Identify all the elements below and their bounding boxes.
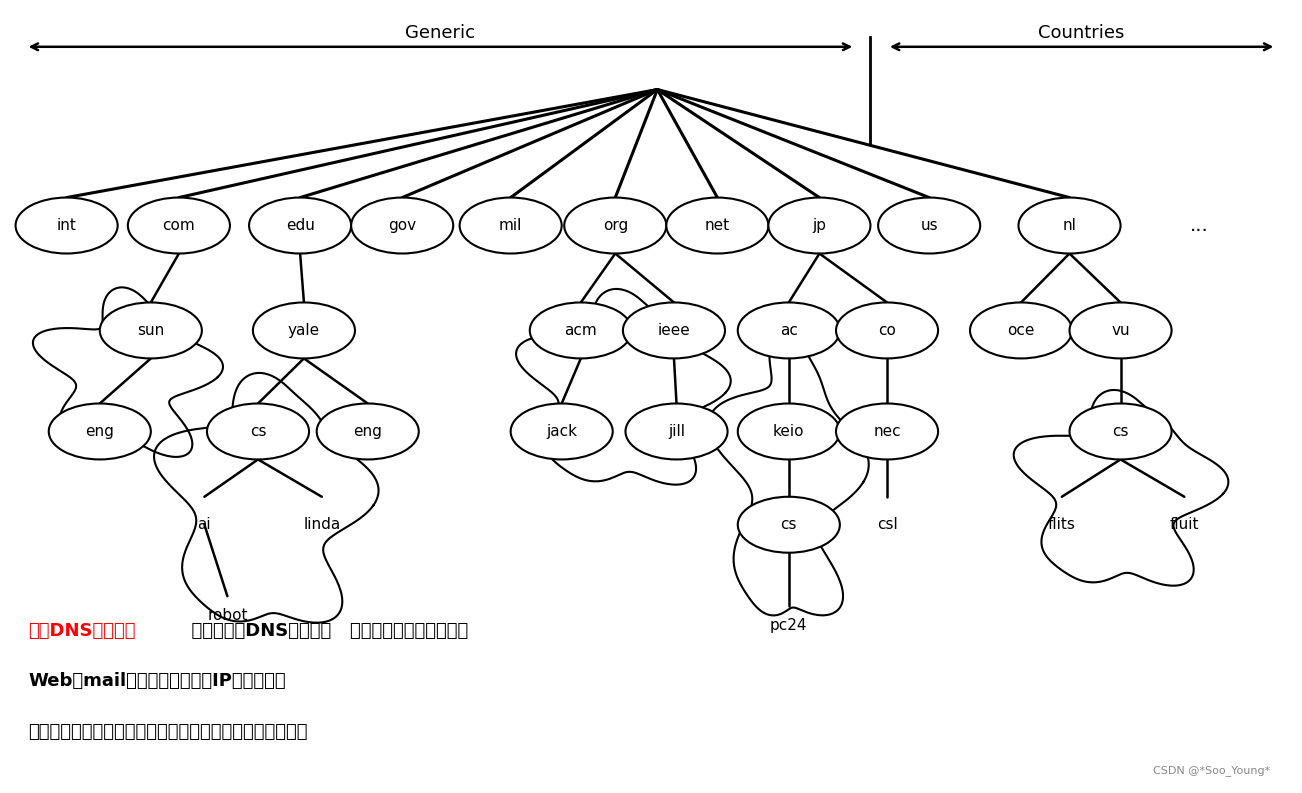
Text: 权威DNS服务器：: 权威DNS服务器：: [29, 622, 135, 640]
Text: us: us: [921, 218, 937, 233]
Ellipse shape: [48, 404, 151, 459]
Ellipse shape: [530, 302, 631, 358]
Ellipse shape: [970, 302, 1072, 358]
Ellipse shape: [878, 197, 980, 254]
Text: gov: gov: [388, 218, 417, 233]
Text: int: int: [57, 218, 77, 233]
Ellipse shape: [1069, 302, 1172, 358]
Text: robot: robot: [207, 608, 247, 623]
Text: CSDN @*Soo_Young*: CSDN @*Soo_Young*: [1152, 764, 1269, 776]
Text: eng: eng: [86, 424, 115, 439]
Ellipse shape: [352, 197, 453, 254]
Text: co: co: [878, 323, 896, 338]
Ellipse shape: [460, 197, 561, 254]
Text: edu: edu: [285, 218, 315, 233]
Text: sun: sun: [137, 323, 164, 338]
Text: ...: ...: [1190, 216, 1210, 235]
Text: vu: vu: [1111, 323, 1130, 338]
Ellipse shape: [1069, 404, 1172, 459]
Ellipse shape: [128, 197, 230, 254]
Ellipse shape: [738, 496, 840, 553]
Ellipse shape: [16, 197, 117, 254]
Text: ac: ac: [780, 323, 798, 338]
Text: nl: nl: [1062, 218, 1077, 233]
Text: linda: linda: [303, 517, 340, 532]
Text: com: com: [163, 218, 195, 233]
Text: pc24: pc24: [769, 619, 807, 634]
Text: Web和mail）可访问的主机和IP之间的映射: Web和mail）可访问的主机和IP之间的映射: [29, 672, 286, 691]
Text: net: net: [704, 218, 730, 233]
Text: cs: cs: [1112, 424, 1129, 439]
Ellipse shape: [207, 404, 309, 459]
Text: mil: mil: [499, 218, 522, 233]
Text: 组织机构的DNS服务器，   提供组织机构服务器（如: 组织机构的DNS服务器， 提供组织机构服务器（如: [178, 622, 469, 640]
Text: jp: jp: [812, 218, 827, 233]
Ellipse shape: [622, 302, 725, 358]
Text: ieee: ieee: [658, 323, 690, 338]
Text: 组织机构可以选择实现自己维护或由某个服务提供商来维护: 组织机构可以选择实现自己维护或由某个服务提供商来维护: [29, 723, 307, 741]
Ellipse shape: [768, 197, 871, 254]
Text: ai: ai: [198, 517, 211, 532]
Text: fluit: fluit: [1169, 517, 1199, 532]
Ellipse shape: [667, 197, 768, 254]
Text: csl: csl: [876, 517, 897, 532]
Ellipse shape: [253, 302, 355, 358]
Text: acm: acm: [565, 323, 598, 338]
Ellipse shape: [738, 404, 840, 459]
Text: cs: cs: [781, 517, 797, 532]
Ellipse shape: [1018, 197, 1121, 254]
Ellipse shape: [625, 404, 728, 459]
Text: cs: cs: [250, 424, 266, 439]
Text: Generic: Generic: [405, 24, 475, 42]
Text: org: org: [603, 218, 628, 233]
Ellipse shape: [249, 197, 352, 254]
Ellipse shape: [836, 404, 939, 459]
Ellipse shape: [564, 197, 667, 254]
Ellipse shape: [836, 302, 939, 358]
Text: oce: oce: [1008, 323, 1035, 338]
Text: Countries: Countries: [1039, 24, 1125, 42]
Text: jill: jill: [668, 424, 685, 439]
Text: keio: keio: [773, 424, 805, 439]
Text: nec: nec: [874, 424, 901, 439]
Ellipse shape: [100, 302, 202, 358]
Text: flits: flits: [1048, 517, 1075, 532]
Text: yale: yale: [288, 323, 320, 338]
Ellipse shape: [738, 302, 840, 358]
Ellipse shape: [510, 404, 613, 459]
Ellipse shape: [316, 404, 419, 459]
Text: eng: eng: [353, 424, 383, 439]
Text: jack: jack: [546, 424, 577, 439]
